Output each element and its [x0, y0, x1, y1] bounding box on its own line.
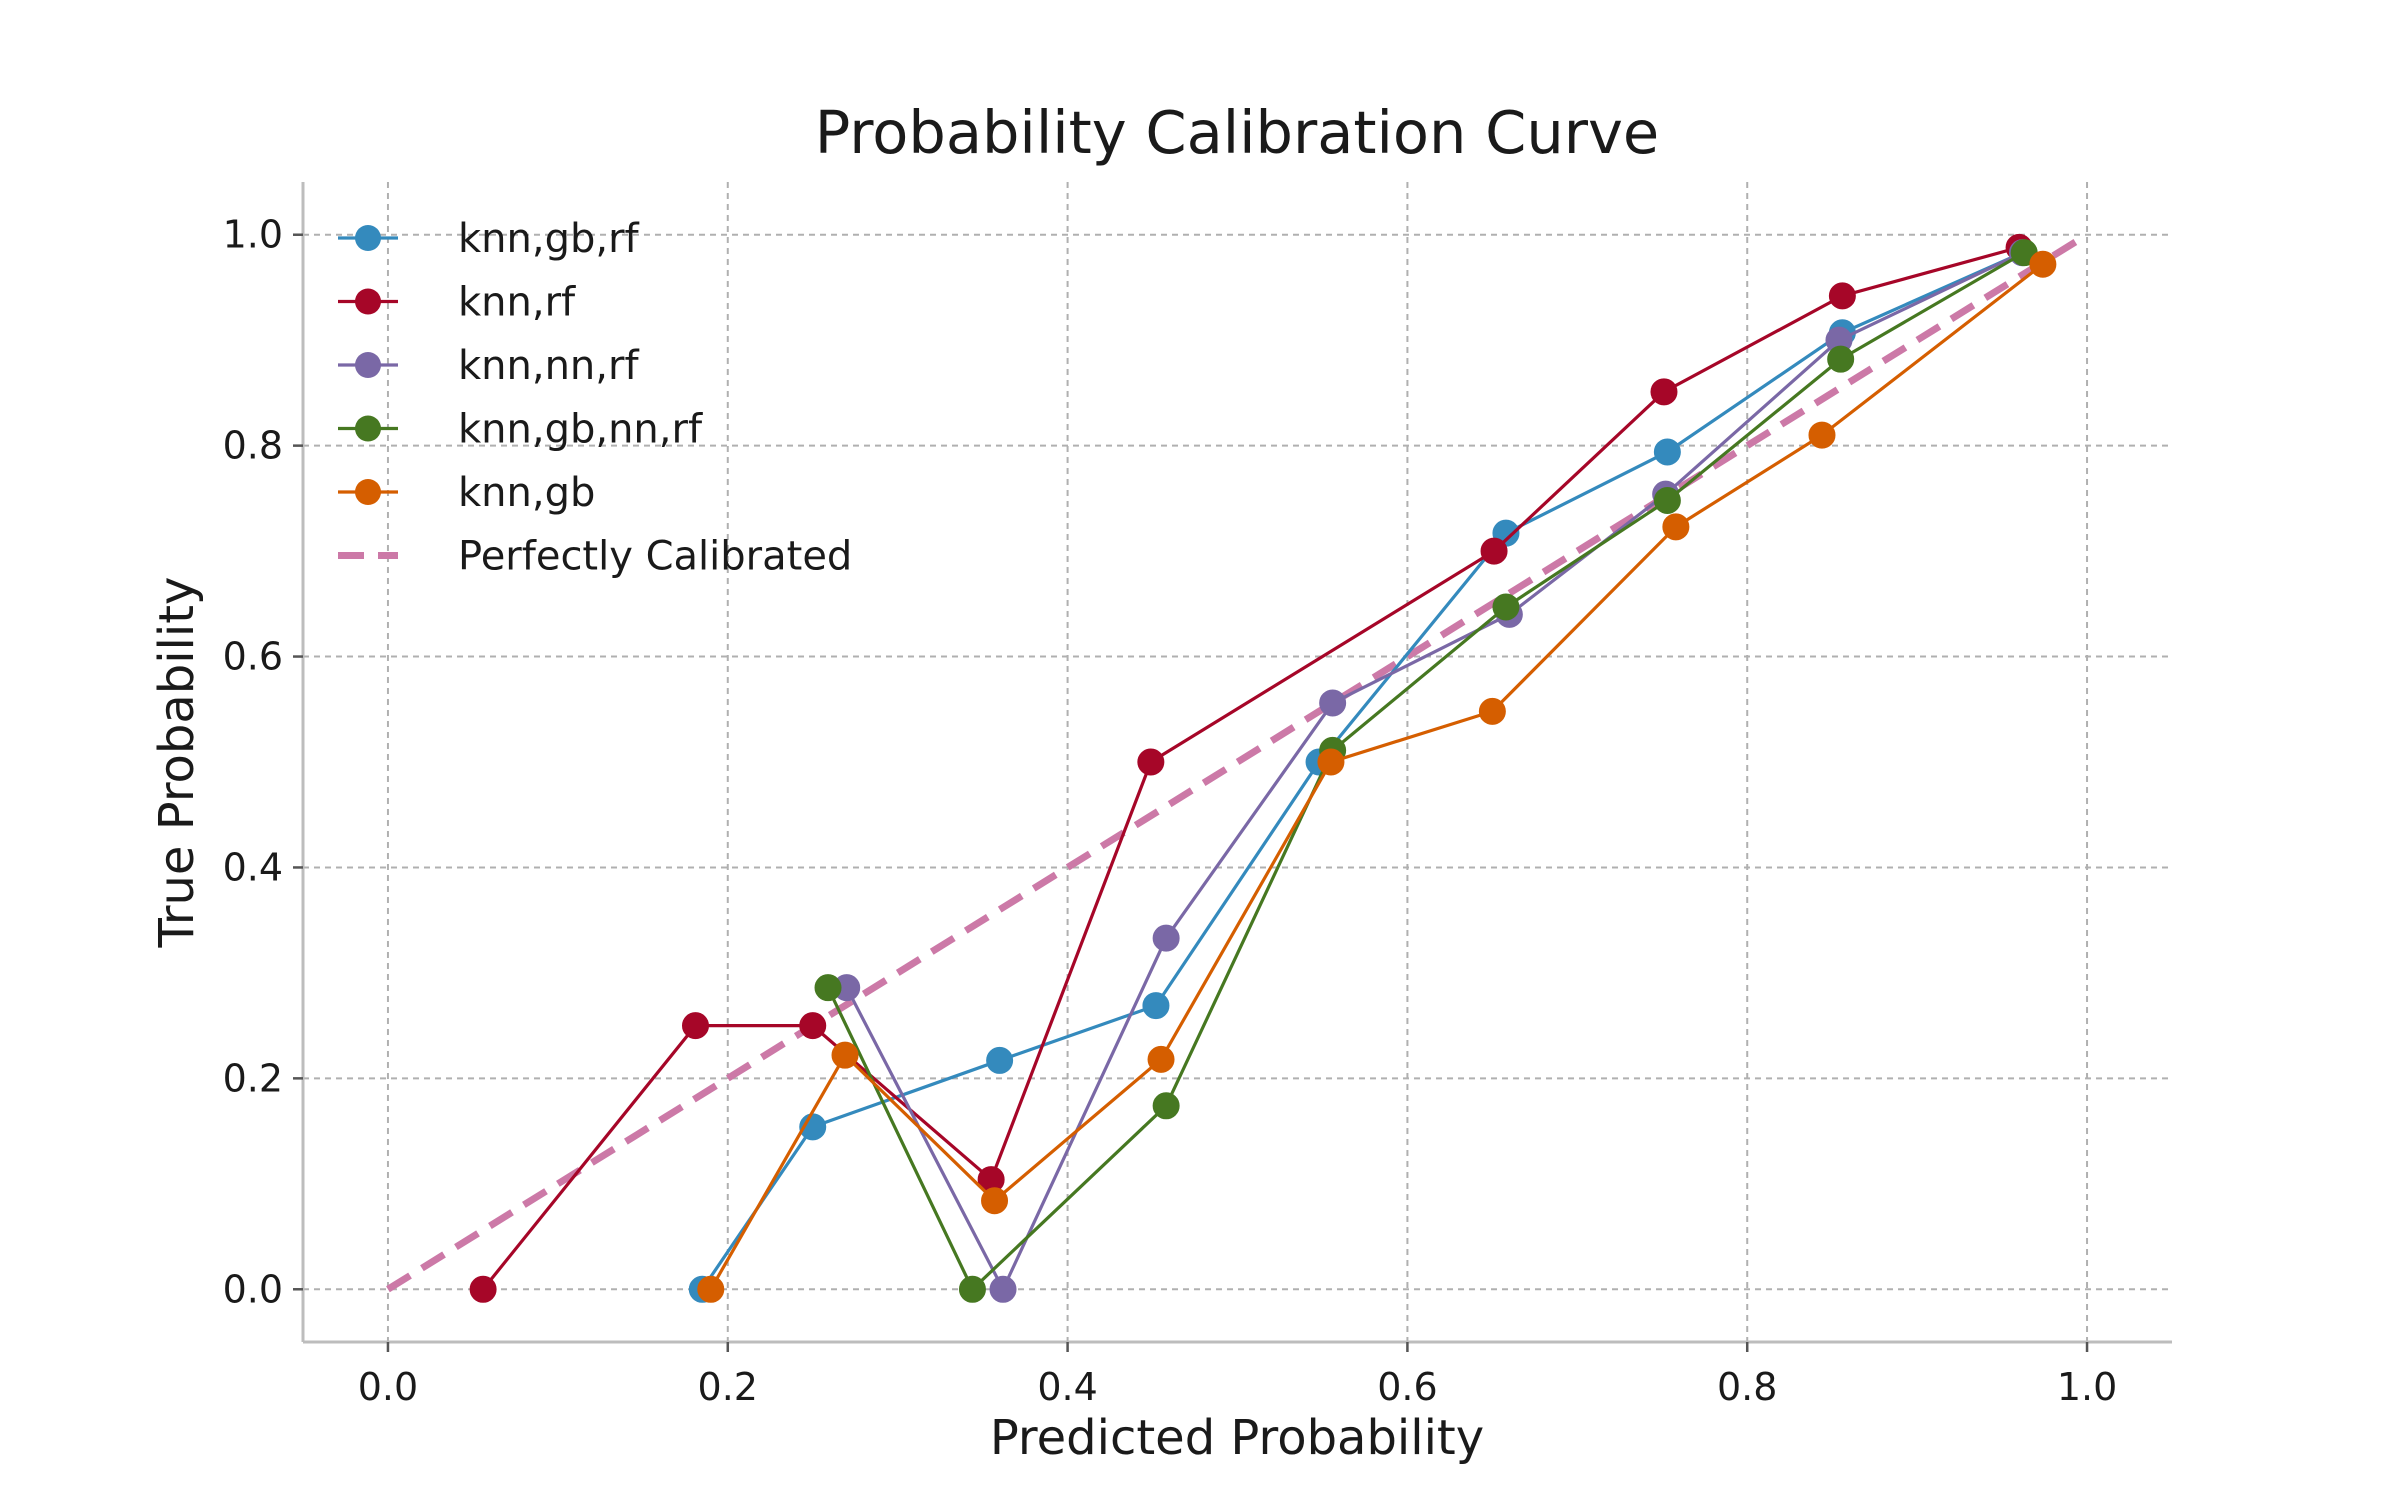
y-tick-label: 0.2 [223, 1056, 283, 1100]
data-point [1650, 378, 1678, 406]
y-axis-label: True Probability [149, 577, 205, 949]
series-line [481, 245, 2020, 1291]
x-tick-label: 0.6 [1377, 1365, 1437, 1409]
series-0 [688, 239, 2036, 1303]
legend-label: knn,nn,rf [458, 343, 639, 389]
legend-label: knn,gb [458, 470, 595, 516]
series-group [469, 233, 2057, 1303]
y-tick-label: 0.6 [223, 635, 283, 679]
axes: 0.0 0.2 0.4 0.6 0.8 1.0 0.0 0.2 0.4 0.6 0.8 1.0 [223, 182, 2172, 1409]
data-point [981, 1187, 1009, 1215]
legend: knn,gb,rf knn,rf knn,nn,rf knn,gb,nn,rf knn,… [338, 216, 852, 580]
data-point [1662, 513, 1690, 541]
perfectly-calibrated-line [386, 231, 2089, 1293]
data-point [469, 1275, 497, 1303]
x-tick-label: 1.0 [2057, 1365, 2117, 1409]
x-tick-label: 0.2 [698, 1365, 758, 1409]
series-line [845, 251, 2024, 1293]
data-point [697, 1275, 725, 1303]
legend-item: knn,gb [338, 470, 595, 516]
legend-swatch-marker [355, 288, 381, 315]
legend-label: knn,rf [458, 280, 576, 326]
series-4 [697, 250, 2057, 1303]
data-point [1827, 345, 1855, 373]
data-point [1808, 421, 1836, 449]
series-line [700, 251, 2024, 1291]
data-point [1480, 537, 1508, 565]
series-2 [833, 239, 2036, 1303]
data-point [1653, 486, 1681, 514]
data-point [1137, 748, 1165, 776]
legend-item: knn,gb,nn,rf [338, 407, 703, 453]
data-point [831, 1041, 859, 1069]
legend-swatch-marker [355, 352, 381, 378]
legend-item: knn,gb,rf [338, 216, 640, 262]
x-axis-label: Predicted Probability [990, 1410, 1484, 1466]
reference-line-group [386, 231, 2089, 1293]
legend-swatch-marker [355, 225, 381, 251]
legend-swatch-marker [355, 415, 381, 442]
y-tick-label: 0.8 [223, 424, 283, 468]
data-point [1828, 282, 1856, 310]
data-point [1317, 748, 1345, 776]
x-tick-label: 0.4 [1037, 1365, 1097, 1409]
data-point [1142, 992, 1170, 1020]
data-point [989, 1275, 1017, 1303]
y-tick-label: 0.4 [223, 845, 283, 889]
x-tick-label: 0.8 [1717, 1365, 1777, 1409]
y-tick-label: 0.0 [223, 1267, 283, 1311]
legend-label: knn,gb,rf [458, 216, 640, 262]
data-point [1319, 689, 1347, 717]
chart-title: Probability Calibration Curve [815, 98, 1659, 167]
data-point [1492, 593, 1520, 621]
data-point [814, 974, 842, 1002]
legend-item: knn,nn,rf [338, 343, 639, 389]
data-point [681, 1012, 709, 1040]
legend-swatch-marker [355, 479, 381, 505]
data-point [1152, 924, 1180, 952]
grid [303, 182, 2172, 1342]
data-point [1147, 1045, 1175, 1073]
data-point [958, 1275, 986, 1303]
legend-item: knn,rf [338, 280, 576, 326]
data-point [1653, 438, 1681, 466]
data-point [986, 1046, 1014, 1074]
series-line [709, 262, 2044, 1291]
x-tick-label: 0.0 [358, 1365, 418, 1409]
y-tick-label: 1.0 [223, 213, 283, 257]
data-point [1478, 697, 1506, 725]
legend-label: Perfectly Calibrated [458, 534, 852, 580]
data-point [1152, 1092, 1180, 1120]
data-point [799, 1012, 827, 1040]
data-point [2029, 250, 2057, 278]
series-line [826, 251, 2025, 1292]
series-1 [469, 233, 2033, 1303]
series-3 [814, 239, 2038, 1303]
legend-item: Perfectly Calibrated [338, 534, 852, 580]
legend-label: knn,gb,nn,rf [458, 407, 703, 453]
